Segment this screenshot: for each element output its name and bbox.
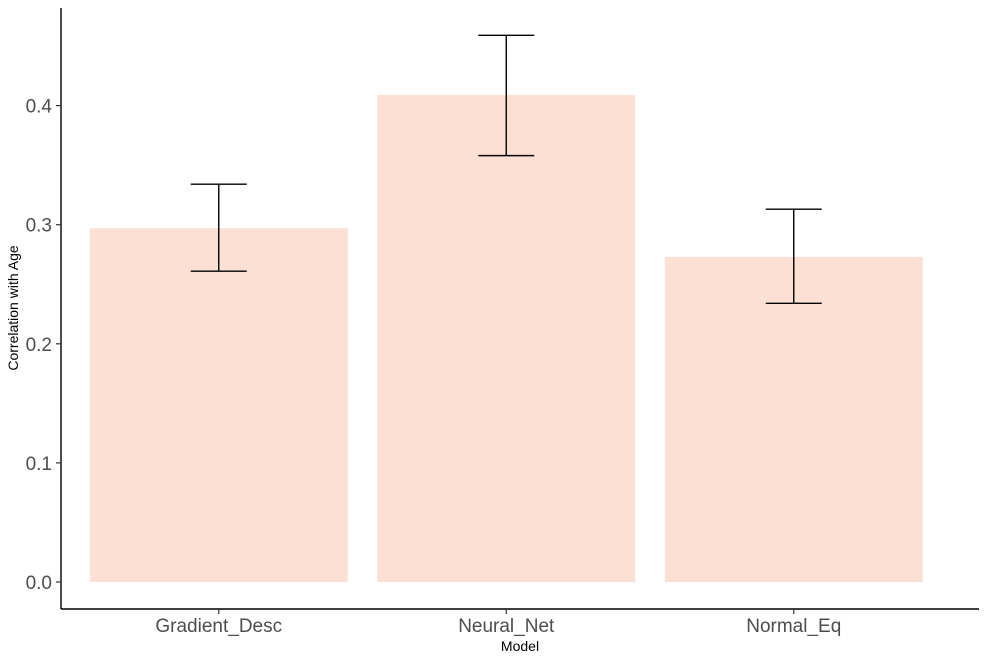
- x-tick-label: Neural_Net: [458, 616, 555, 637]
- bar: [377, 94, 636, 583]
- x-tick-label: Normal_Eq: [746, 616, 841, 637]
- y-tick-label: 0.1: [26, 454, 52, 475]
- y-tick-label: 0.0: [26, 573, 52, 594]
- bar: [664, 256, 923, 582]
- y-tick-label: 0.4: [26, 97, 53, 118]
- bars-layer: [89, 94, 923, 583]
- y-tick-label: 0.3: [26, 216, 52, 237]
- x-ticks: Gradient_Desc Neural_Net Normal_Eq: [155, 609, 841, 637]
- x-axis-title: Model: [501, 638, 539, 654]
- y-tick-label: 0.2: [26, 335, 52, 356]
- bar: [89, 228, 348, 582]
- errorbars-layer: [190, 34, 822, 305]
- y-axis-title: Correlation with Age: [5, 245, 21, 371]
- y-ticks: 0.0 0.1 0.2 0.3 0.4: [26, 97, 61, 594]
- x-tick-label: Gradient_Desc: [155, 616, 282, 637]
